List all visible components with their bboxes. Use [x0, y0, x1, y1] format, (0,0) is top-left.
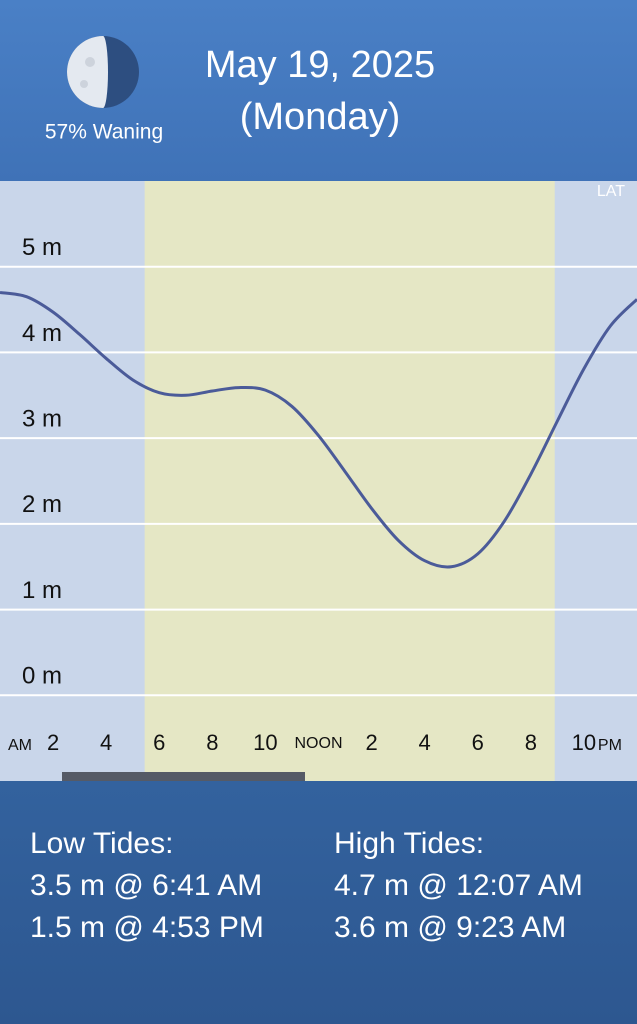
moon-phase: 57% Waning: [45, 121, 163, 144]
x-tick-label: 8: [206, 730, 218, 755]
footer-bg: [0, 781, 637, 1024]
weekday: (Monday): [240, 96, 401, 138]
plot: LAT 0 m 1 m 2 m 3 m 4 m 5 m 2 4 6 8 10 NOON 2 4 6 8 10 AM P…: [0, 181, 637, 781]
y-tick-label: 1 m: [22, 577, 62, 604]
high-tide: 3.6 m @ 9:23 AM: [334, 911, 566, 944]
x-tick-label: 6: [153, 730, 165, 755]
tide-curve: [0, 290, 637, 569]
date: May 19, 2025: [205, 44, 435, 86]
x-tick-label: 4: [100, 730, 112, 755]
x-tick-label: 10: [253, 730, 277, 755]
daylight-band: [144, 181, 555, 781]
high-title: High Tides:: [334, 827, 484, 860]
high-tide: 4.7 m @ 12:07 AM: [334, 869, 583, 902]
x-tick-label: 2: [47, 730, 59, 755]
x-tick-label: 6: [472, 730, 484, 755]
am-label: AM: [8, 737, 32, 754]
y-tick-label: 4 m: [22, 320, 62, 347]
y-tick-label: 5 m: [22, 234, 62, 261]
moon-icon: [67, 36, 139, 108]
y-tick-label: 2 m: [22, 491, 62, 518]
low-tide: 1.5 m @ 4:53 PM: [30, 911, 264, 944]
x-tick-label: 2: [365, 730, 377, 755]
x-tick-label: 8: [525, 730, 537, 755]
x-tick-label: 4: [419, 730, 431, 755]
low-tide: 3.5 m @ 6:41 AM: [30, 869, 262, 902]
pm-label: PM: [598, 737, 622, 754]
datum-label: LAT: [597, 183, 625, 200]
y-tick-label: 0 m: [22, 663, 62, 690]
x-tick-label: NOON: [295, 735, 343, 752]
low-title: Low Tides:: [30, 827, 173, 860]
y-tick-label: 3 m: [22, 405, 62, 432]
x-tick-label: 10: [572, 730, 596, 755]
scroll-indicator: [62, 772, 305, 781]
